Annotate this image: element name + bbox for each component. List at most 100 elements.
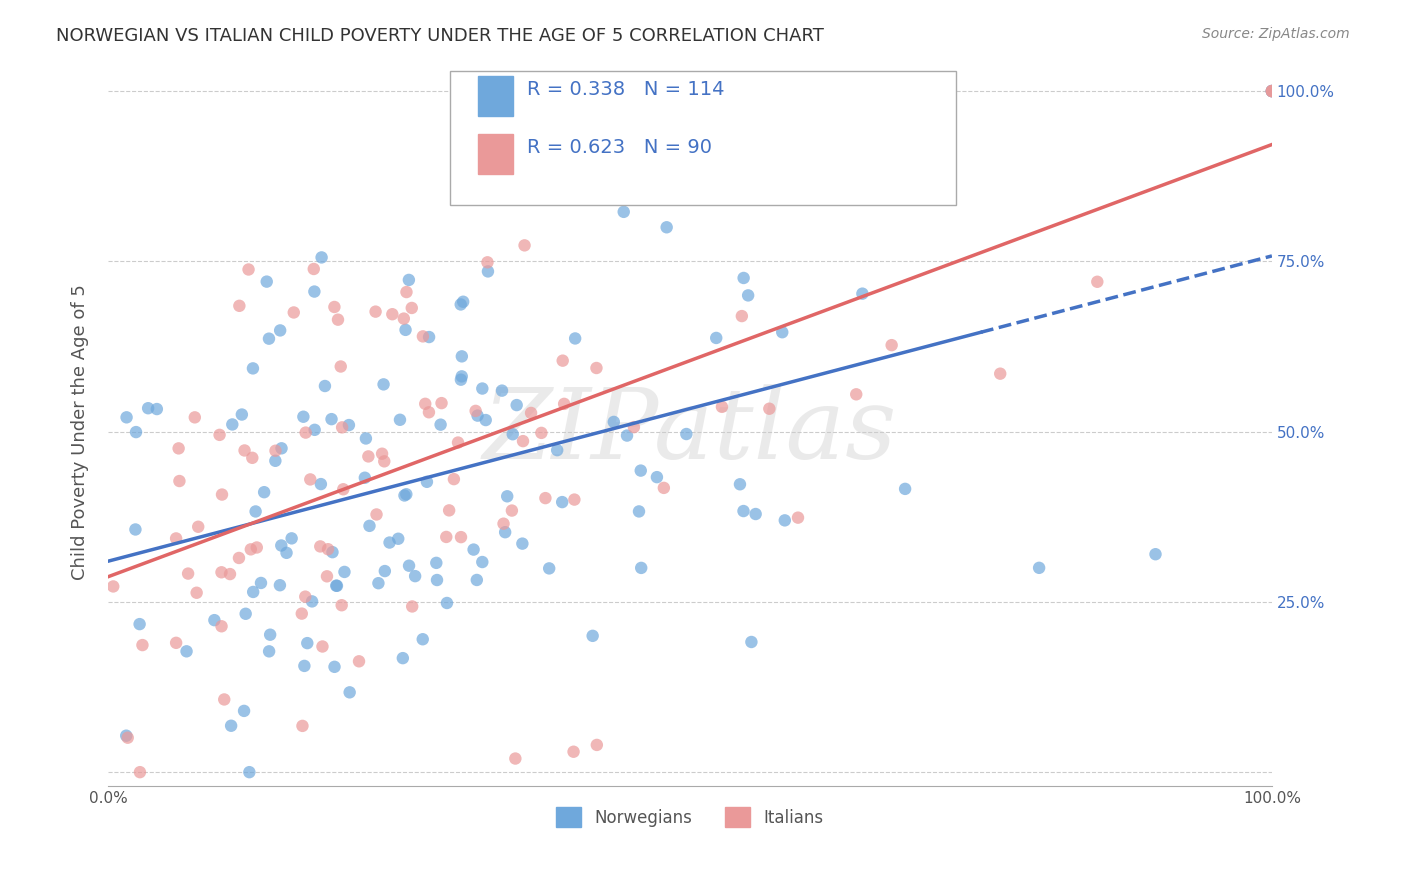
Point bbox=[450, 297, 472, 311]
Point bbox=[257, 332, 280, 346]
Point bbox=[245, 504, 267, 518]
Point bbox=[374, 564, 396, 578]
Point bbox=[347, 654, 370, 668]
Point bbox=[467, 409, 489, 423]
Point bbox=[645, 470, 668, 484]
Point bbox=[330, 599, 353, 613]
Point bbox=[242, 585, 264, 599]
Point bbox=[425, 556, 447, 570]
Point bbox=[630, 561, 652, 575]
Point bbox=[505, 751, 527, 765]
Point bbox=[491, 384, 513, 398]
Point bbox=[501, 503, 523, 517]
Point bbox=[450, 530, 472, 544]
Point bbox=[257, 644, 280, 658]
Point bbox=[373, 377, 395, 392]
Point bbox=[630, 464, 652, 478]
Point bbox=[314, 379, 336, 393]
Point bbox=[211, 487, 233, 501]
Point bbox=[880, 338, 903, 352]
Point bbox=[323, 660, 346, 674]
Point bbox=[988, 367, 1011, 381]
Point bbox=[463, 542, 485, 557]
Point bbox=[401, 301, 423, 315]
Point bbox=[167, 442, 190, 456]
Point bbox=[115, 410, 138, 425]
Point bbox=[429, 417, 451, 432]
Point bbox=[505, 398, 527, 412]
Point bbox=[228, 299, 250, 313]
Point bbox=[474, 413, 496, 427]
Point bbox=[398, 273, 420, 287]
Point bbox=[283, 305, 305, 319]
Point bbox=[492, 516, 515, 531]
Point bbox=[221, 417, 243, 432]
Point bbox=[136, 401, 159, 416]
Point bbox=[292, 409, 315, 424]
Point bbox=[392, 651, 415, 665]
Point bbox=[471, 382, 494, 396]
Point bbox=[413, 397, 436, 411]
Point bbox=[412, 632, 434, 647]
Point bbox=[304, 423, 326, 437]
Point bbox=[733, 271, 755, 285]
Point bbox=[280, 532, 302, 546]
Point bbox=[416, 475, 439, 489]
Point bbox=[330, 420, 353, 434]
Point bbox=[337, 418, 360, 433]
Point bbox=[371, 447, 394, 461]
Text: R = 0.623   N = 90: R = 0.623 N = 90 bbox=[527, 137, 713, 157]
Point bbox=[496, 489, 519, 503]
Point bbox=[186, 586, 208, 600]
Point bbox=[103, 579, 125, 593]
Point bbox=[129, 765, 152, 780]
Point bbox=[1261, 84, 1284, 98]
Point bbox=[512, 434, 534, 449]
Point bbox=[291, 607, 314, 621]
Point bbox=[309, 477, 332, 491]
Point bbox=[238, 262, 260, 277]
Text: R = 0.338   N = 114: R = 0.338 N = 114 bbox=[527, 79, 724, 99]
Point bbox=[146, 402, 169, 417]
Point bbox=[176, 644, 198, 658]
Point bbox=[394, 323, 416, 337]
Point bbox=[434, 530, 457, 544]
Point bbox=[412, 329, 434, 343]
Point bbox=[276, 546, 298, 560]
Point bbox=[450, 369, 472, 384]
Point bbox=[477, 255, 499, 269]
Point bbox=[294, 590, 316, 604]
Point bbox=[884, 119, 907, 133]
Point bbox=[228, 551, 250, 566]
Point bbox=[211, 566, 233, 580]
Point bbox=[256, 275, 278, 289]
Point bbox=[388, 413, 411, 427]
Point bbox=[115, 729, 138, 743]
Point bbox=[357, 450, 380, 464]
Point bbox=[323, 300, 346, 314]
Point bbox=[299, 472, 322, 486]
Point bbox=[477, 264, 499, 278]
Point bbox=[710, 400, 733, 414]
Point bbox=[758, 401, 780, 416]
Point bbox=[242, 361, 264, 376]
Point bbox=[450, 373, 472, 387]
Point bbox=[373, 454, 395, 468]
Point bbox=[616, 428, 638, 442]
Point bbox=[321, 545, 343, 559]
Point bbox=[339, 685, 361, 699]
Point bbox=[253, 485, 276, 500]
Point bbox=[418, 405, 440, 419]
Point bbox=[235, 607, 257, 621]
Point bbox=[728, 477, 751, 491]
Point bbox=[238, 765, 260, 780]
Point bbox=[304, 285, 326, 299]
Point bbox=[443, 472, 465, 486]
Point bbox=[233, 704, 256, 718]
Point bbox=[311, 251, 333, 265]
Point bbox=[627, 504, 650, 518]
Point bbox=[465, 573, 488, 587]
Point bbox=[520, 406, 543, 420]
Point bbox=[513, 124, 536, 138]
Point bbox=[264, 454, 287, 468]
